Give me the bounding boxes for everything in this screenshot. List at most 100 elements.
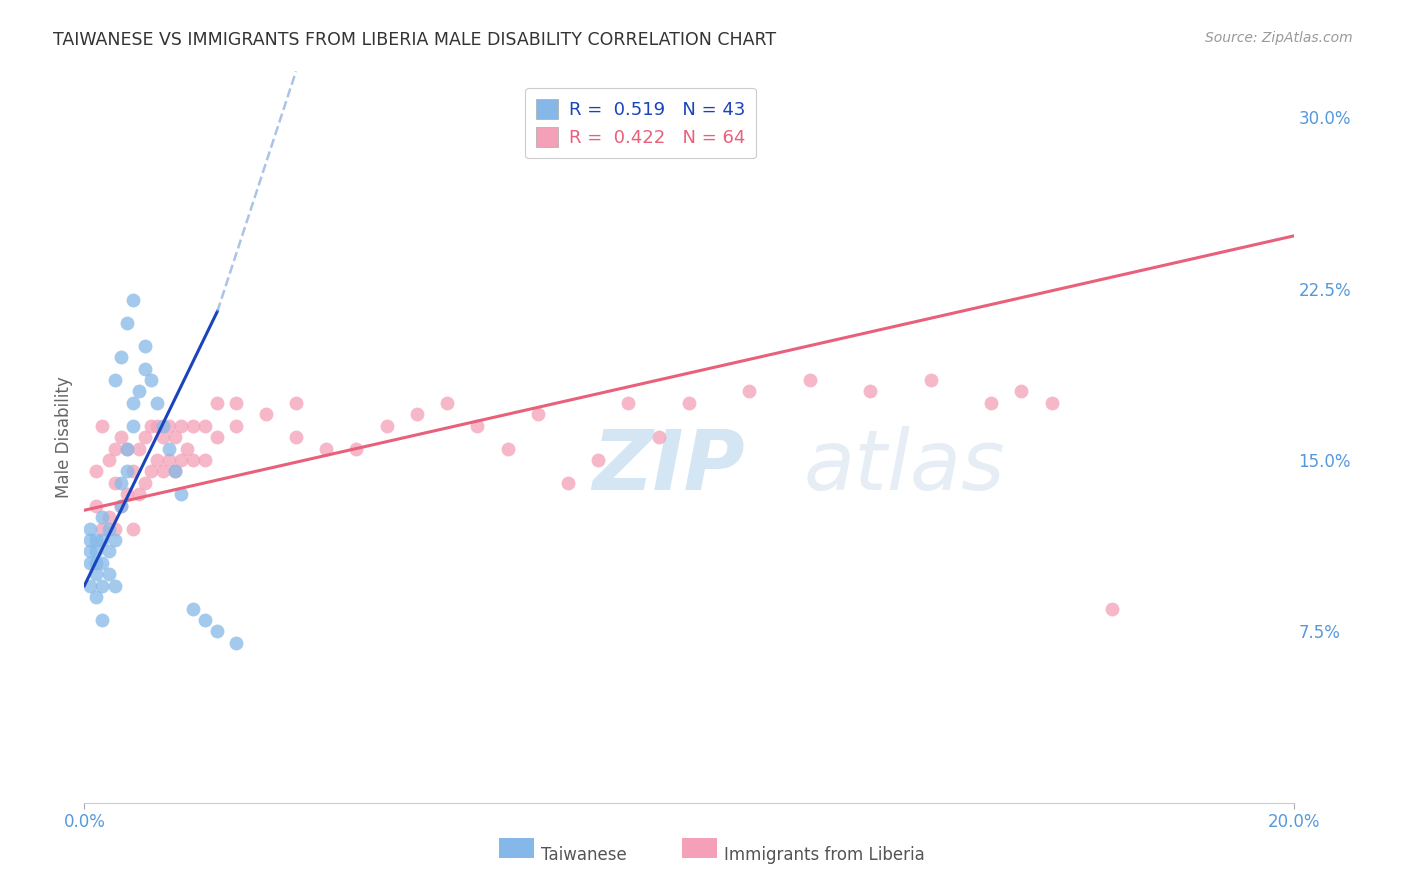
Point <box>86 556 108 570</box>
Point <box>170 453 193 467</box>
Text: TAIWANESE VS IMMIGRANTS FROM LIBERIA MALE DISABILITY CORRELATION CHART: TAIWANESE VS IMMIGRANTS FROM LIBERIA MAL… <box>53 31 776 49</box>
Point <box>588 453 610 467</box>
Point <box>134 361 156 376</box>
Point <box>134 338 156 352</box>
Point <box>346 442 368 456</box>
Point <box>115 442 138 456</box>
Text: Taiwanese: Taiwanese <box>541 846 627 863</box>
Point <box>165 464 187 478</box>
Point <box>557 475 579 490</box>
Point <box>104 579 127 593</box>
Point <box>315 442 337 456</box>
Point <box>225 396 247 410</box>
Y-axis label: Male Disability: Male Disability <box>55 376 73 498</box>
Point <box>194 453 217 467</box>
Point <box>194 418 217 433</box>
Point <box>157 442 180 456</box>
Point <box>1101 601 1123 615</box>
Point <box>146 418 169 433</box>
Point <box>152 418 174 433</box>
Point <box>170 487 193 501</box>
Point <box>79 544 101 558</box>
Point <box>86 590 108 604</box>
Point <box>165 464 187 478</box>
Point <box>97 544 120 558</box>
Point <box>920 373 942 387</box>
Point <box>128 442 150 456</box>
Point <box>110 499 132 513</box>
Point <box>91 613 114 627</box>
Point <box>91 533 114 547</box>
Bar <box>682 838 717 858</box>
Point <box>207 624 229 639</box>
Point <box>86 544 108 558</box>
Point <box>738 384 761 399</box>
Point <box>121 396 143 410</box>
Point <box>194 613 217 627</box>
Text: Source: ZipAtlas.com: Source: ZipAtlas.com <box>1205 31 1353 45</box>
Point <box>285 430 308 444</box>
Point <box>225 418 247 433</box>
Point <box>121 521 143 535</box>
Point <box>121 464 143 478</box>
Point <box>1011 384 1033 399</box>
Point <box>157 418 180 433</box>
Point <box>170 418 193 433</box>
Point <box>436 396 458 410</box>
Point <box>617 396 640 410</box>
Point <box>91 510 114 524</box>
Point <box>527 407 550 421</box>
Point <box>79 579 101 593</box>
Point <box>128 384 150 399</box>
Point <box>91 579 114 593</box>
Text: ZIP: ZIP <box>592 425 745 507</box>
Legend: R =  0.519   N = 43, R =  0.422   N = 64: R = 0.519 N = 43, R = 0.422 N = 64 <box>526 87 756 158</box>
Point <box>1040 396 1063 410</box>
Point <box>406 407 429 421</box>
Point <box>110 350 132 364</box>
Point <box>91 556 114 570</box>
Point <box>134 430 156 444</box>
Point <box>467 418 489 433</box>
Point <box>139 373 162 387</box>
Point <box>152 464 174 478</box>
Point <box>86 533 108 547</box>
Point <box>121 418 143 433</box>
Point <box>115 487 138 501</box>
Point <box>110 475 132 490</box>
Point <box>97 567 120 582</box>
Point <box>104 373 127 387</box>
Point <box>86 499 108 513</box>
Point <box>115 442 138 456</box>
Point <box>285 396 308 410</box>
Point <box>859 384 882 399</box>
Point <box>97 510 120 524</box>
Point <box>375 418 398 433</box>
Point <box>104 521 127 535</box>
Point <box>181 601 204 615</box>
Point <box>110 430 132 444</box>
Point <box>165 430 187 444</box>
Text: atlas: atlas <box>804 425 1005 507</box>
Point <box>115 464 138 478</box>
Point <box>980 396 1002 410</box>
Point <box>121 293 143 307</box>
Point <box>181 418 204 433</box>
Point <box>97 521 120 535</box>
Point <box>134 475 156 490</box>
Bar <box>499 838 534 858</box>
Point <box>176 442 198 456</box>
Point <box>146 453 169 467</box>
Point <box>152 430 174 444</box>
Point <box>97 453 120 467</box>
Point <box>678 396 700 410</box>
Point <box>799 373 821 387</box>
Point <box>79 521 101 535</box>
Point <box>91 521 114 535</box>
Point <box>139 418 162 433</box>
Point <box>157 453 180 467</box>
Point <box>496 442 519 456</box>
Point <box>146 396 169 410</box>
Point <box>86 567 108 582</box>
Point <box>104 475 127 490</box>
